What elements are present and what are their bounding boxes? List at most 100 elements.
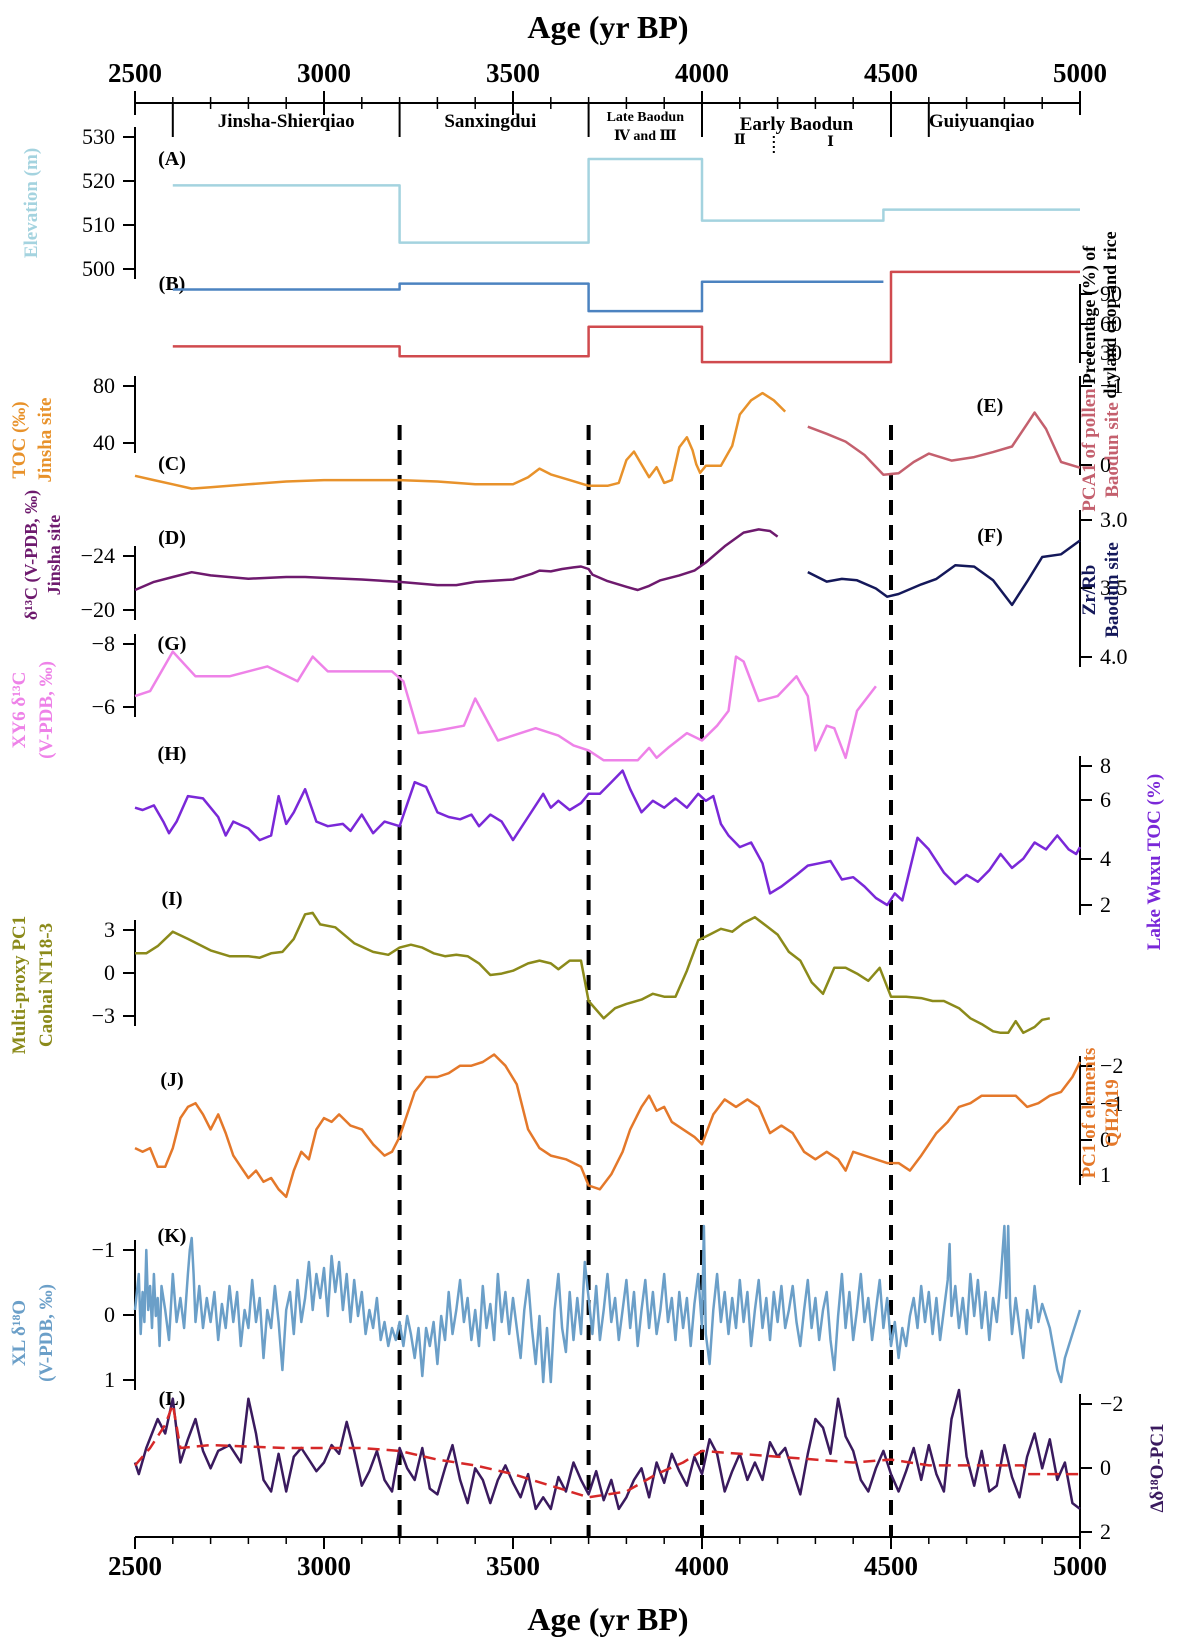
- y-axis-title: (V-PDB, ‰): [36, 1284, 57, 1382]
- panel-a: 530 520 510 500 (A) Elevation (m): [21, 124, 1080, 281]
- y-tick-label: −1: [1100, 373, 1123, 398]
- y-tick-label: 4.0: [1100, 644, 1128, 669]
- y-tick-label: 0: [1100, 1455, 1111, 1480]
- y-tick-label: −24: [81, 543, 115, 568]
- series-line-xl-d18o: [133, 1224, 1082, 1384]
- series-line-toc: [134, 391, 787, 490]
- period-label: Guiyuanqiao: [929, 111, 1035, 132]
- period-label: Ⅰ: [827, 135, 834, 150]
- panel-label: (A): [158, 148, 186, 170]
- y-tick-label: 4: [1100, 846, 1111, 871]
- panel-label: (F): [977, 525, 1003, 547]
- y-tick-label: −20: [81, 597, 115, 622]
- period-label: Early Baodun: [740, 114, 854, 135]
- y-tick-label: 2: [1100, 892, 1111, 917]
- y-axis-title: Jinsha site: [35, 398, 56, 483]
- y-tick-label: 520: [82, 168, 115, 193]
- period-label: Jinsha-Shierqiao: [218, 111, 355, 132]
- y-axis-title: PCA1 of pollen: [1079, 388, 1100, 512]
- series-line-rice: [172, 280, 884, 313]
- y-tick-label: 0: [1100, 452, 1111, 477]
- bottom-tick-label: 4000: [675, 1551, 729, 1581]
- panel-c: 80 40 (C) TOC (‰) Jinsha site: [9, 373, 787, 490]
- y-tick-label: 2: [1100, 1519, 1111, 1544]
- top-x-axis-title: Age (yr BP): [527, 9, 688, 45]
- y-tick-label: 1: [104, 1367, 115, 1392]
- y-axis-title: Precentage (%) of: [1079, 245, 1100, 385]
- panel-e: −1 0 (E) PCA1 of pollen Baodun site: [807, 373, 1123, 512]
- y-tick-label: −3: [92, 1003, 115, 1028]
- panel-d: −24 −20 (D) δ¹³C (V-PDB, ‰) Jinsha site: [21, 490, 779, 622]
- panel-label: (K): [158, 1225, 187, 1247]
- y-axis-title: Multi-proxy PC1: [9, 916, 30, 1054]
- y-axis-title: Δδ¹⁸O-PC1: [1147, 1423, 1168, 1512]
- panel-label: (I): [161, 888, 182, 910]
- y-axis-title: Zr/Rb: [1079, 565, 1100, 616]
- y-axis-title: QH2019: [1102, 1079, 1123, 1147]
- period-label: Ⅳ and Ⅲ: [614, 129, 677, 144]
- y-axis-title: Caohai NT18-3: [36, 923, 57, 1047]
- series-line-xy6-d13c: [134, 650, 877, 762]
- y-tick-label: 530: [82, 124, 115, 149]
- y-tick-label: −8: [92, 631, 115, 656]
- series-line-elevation: [172, 157, 1080, 244]
- series-line-dryland-crop: [172, 270, 1080, 364]
- bottom-tick-label: 3500: [486, 1551, 540, 1581]
- y-tick-label: 510: [82, 212, 115, 237]
- y-tick-label: 8: [1100, 753, 1111, 778]
- bottom-tick-label: 4500: [864, 1551, 918, 1581]
- y-tick-label: 80: [93, 373, 115, 398]
- y-tick-label: 3.0: [1100, 507, 1128, 532]
- y-tick-label: 500: [82, 256, 115, 281]
- top-tick-label: 3000: [297, 58, 351, 88]
- y-axis-title: Baodun site: [1102, 542, 1123, 638]
- y-axis-title: Baodun site: [1102, 402, 1123, 498]
- y-tick-label: 0: [1100, 1127, 1111, 1152]
- y-tick-label: 3: [104, 917, 115, 942]
- figure-frame: Age (yr BP) 2500 3000 3500 4000 4500 5000 Jinsh…: [108, 9, 1107, 1637]
- panel-j: −2 −1 0 1 (J) PC1 of elements QH2019: [134, 1048, 1123, 1199]
- y-axis-title: (V-PDB, ‰): [36, 661, 57, 759]
- y-tick-label: 90: [1100, 281, 1122, 306]
- y-tick-label: −1: [92, 1237, 115, 1262]
- y-tick-label: −6: [92, 694, 115, 719]
- panel-label: (G): [158, 633, 187, 655]
- top-tick-label: 4000: [675, 58, 729, 88]
- y-tick-label: 60: [1100, 311, 1122, 336]
- panel-label: (E): [977, 395, 1004, 417]
- y-tick-label: 30: [1100, 340, 1122, 365]
- bottom-tick-label: 5000: [1053, 1551, 1107, 1581]
- series-line-pca1-pollen: [807, 411, 1081, 476]
- series-line-d13c-jinsha: [134, 528, 779, 592]
- y-tick-label: 0: [104, 960, 115, 985]
- panel-h: 8 6 4 2 (H) Lake Wuxu TOC (%): [134, 743, 1165, 951]
- bottom-tick-label: 3000: [297, 1551, 351, 1581]
- panel-label: (H): [158, 743, 187, 765]
- series-line-zr-rb: [807, 539, 1081, 607]
- panel-i: 3 0 −3 (I) Multi-proxy PC1 Caohai NT18-3: [9, 888, 1051, 1054]
- panel-f: 3.0 3.5 4.0 (F) Zr/Rb Baodun site: [807, 507, 1128, 669]
- y-tick-label: 3.5: [1100, 575, 1128, 600]
- top-tick-label: 5000: [1053, 58, 1107, 88]
- series-line-caohai-pc1: [135, 911, 1051, 1035]
- panel-k: −1 0 1 (K) XL δ¹⁸O (V-PDB, ‰): [9, 1224, 1082, 1392]
- y-axis-title: XL δ¹⁸O: [9, 1300, 30, 1366]
- series-line-delta-d18o-pc1: [133, 1388, 1081, 1511]
- y-axis-title: Jinsha site: [44, 515, 64, 596]
- y-tick-label: 0: [104, 1302, 115, 1327]
- panel-label: (J): [160, 1069, 183, 1091]
- bottom-x-axis-title: Age (yr BP): [527, 1601, 688, 1637]
- y-axis-title: Lake Wuxu TOC (%): [1144, 774, 1165, 951]
- y-tick-label: −2: [1100, 1391, 1123, 1416]
- y-axis-title: PC1 of elements: [1079, 1048, 1100, 1179]
- panel-label: (B): [159, 273, 186, 295]
- panel-b: 90 60 30 (B) Precentage (%) of dryland crop a…: [159, 231, 1122, 398]
- y-axis-title: XY6 δ¹³C: [9, 672, 30, 749]
- panel-g: −8 −6 (G) XY6 δ¹³C (V-PDB, ‰): [9, 631, 877, 762]
- y-tick-label: −1: [1100, 1091, 1123, 1116]
- top-tick-label: 3500: [486, 58, 540, 88]
- bottom-tick-label: 2500: [108, 1551, 162, 1581]
- top-tick-label: 4500: [864, 58, 918, 88]
